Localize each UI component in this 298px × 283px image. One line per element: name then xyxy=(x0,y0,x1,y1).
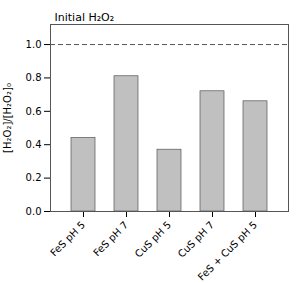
svg-text:0.0: 0.0 xyxy=(26,206,42,217)
svg-text:Initial H₂O₂: Initial H₂O₂ xyxy=(55,11,115,24)
svg-text:0.6: 0.6 xyxy=(26,106,42,117)
svg-text:CuS pH 5: CuS pH 5 xyxy=(133,219,173,259)
svg-text:0.4: 0.4 xyxy=(26,139,42,150)
svg-text:0.8: 0.8 xyxy=(26,72,42,83)
svg-text:FeS pH 7: FeS pH 7 xyxy=(91,219,130,258)
svg-text:0.2: 0.2 xyxy=(26,172,42,183)
svg-text:[H₂O₂]/[H₂O₂]₀: [H₂O₂]/[H₂O₂]₀ xyxy=(2,83,13,153)
svg-text:1.0: 1.0 xyxy=(26,39,42,50)
svg-text:FeS pH 5: FeS pH 5 xyxy=(48,219,87,258)
svg-text:FeS + CuS pH 5: FeS + CuS pH 5 xyxy=(196,219,259,282)
svg-text:CuS pH 7: CuS pH 7 xyxy=(176,219,216,259)
